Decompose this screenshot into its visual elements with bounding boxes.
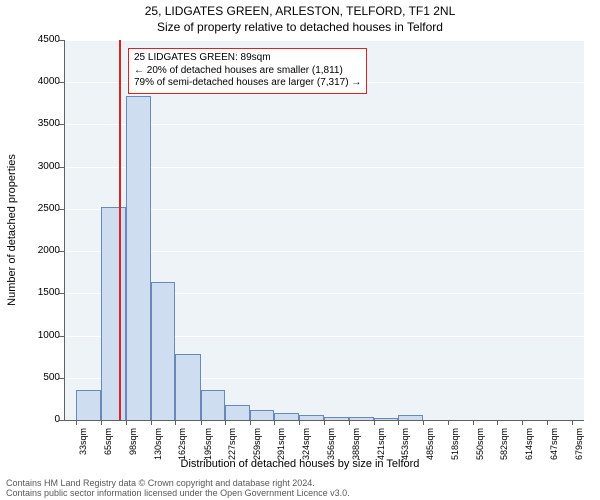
y-tick-mark (59, 40, 64, 41)
y-tick-mark (59, 82, 64, 83)
y-tick-mark (59, 336, 64, 337)
x-tick-mark (473, 420, 474, 425)
x-tick-mark (497, 420, 498, 425)
y-tick-label: 1500 (28, 287, 60, 298)
x-tick-label: 388sqm (351, 428, 361, 468)
x-tick-mark (349, 420, 350, 425)
histogram-bar (76, 390, 101, 420)
x-tick-label: 485sqm (425, 428, 435, 468)
x-tick-label: 33sqm (78, 428, 88, 468)
x-tick-label: 65sqm (103, 428, 113, 468)
x-tick-label: 324sqm (301, 428, 311, 468)
plot-area: 25 LIDGATES GREEN: 89sqm ← 20% of detach… (64, 40, 584, 420)
annotation-line1: 25 LIDGATES GREEN: 89sqm (134, 52, 361, 65)
x-tick-mark (225, 420, 226, 425)
annotation-box: 25 LIDGATES GREEN: 89sqm ← 20% of detach… (128, 48, 367, 94)
annotation-line2: ← 20% of detached houses are smaller (1,… (134, 65, 361, 78)
y-tick-label: 1000 (28, 330, 60, 341)
y-tick-label: 2000 (28, 245, 60, 256)
x-tick-label: 130sqm (153, 428, 163, 468)
y-tick-label: 3000 (28, 161, 60, 172)
y-tick-mark (59, 251, 64, 252)
y-axis-line (64, 40, 65, 420)
footer-line2: Contains public sector information licen… (6, 488, 350, 498)
y-tick-label: 0 (28, 414, 60, 425)
histogram-bar (201, 390, 226, 420)
x-tick-label: 582sqm (499, 428, 509, 468)
x-tick-mark (175, 420, 176, 425)
histogram-bar (175, 354, 200, 420)
x-tick-mark (250, 420, 251, 425)
x-tick-label: 550sqm (475, 428, 485, 468)
y-axis-label: Number of detached properties (6, 40, 24, 420)
x-tick-mark (448, 420, 449, 425)
x-tick-mark (126, 420, 127, 425)
y-tick-mark (59, 209, 64, 210)
x-tick-mark (423, 420, 424, 425)
footer-line1: Contains HM Land Registry data © Crown c… (6, 478, 350, 488)
y-tick-mark (59, 420, 64, 421)
histogram-bar (101, 207, 126, 420)
x-tick-label: 518sqm (450, 428, 460, 468)
x-tick-mark (101, 420, 102, 425)
x-tick-label: 259sqm (252, 428, 262, 468)
x-tick-mark (522, 420, 523, 425)
x-tick-label: 195sqm (203, 428, 213, 468)
footer-attribution: Contains HM Land Registry data © Crown c… (6, 478, 350, 498)
x-tick-mark (201, 420, 202, 425)
x-axis-label: Distribution of detached houses by size … (0, 458, 600, 470)
y-tick-mark (59, 378, 64, 379)
x-tick-label: 614sqm (524, 428, 534, 468)
x-tick-label: 453sqm (400, 428, 410, 468)
x-tick-mark (572, 420, 573, 425)
x-tick-mark (299, 420, 300, 425)
x-tick-label: 647sqm (549, 428, 559, 468)
y-tick-label: 4000 (28, 76, 60, 87)
histogram-bar (274, 413, 299, 420)
x-tick-mark (274, 420, 275, 425)
x-tick-mark (374, 420, 375, 425)
annotation-line3: 79% of semi-detached houses are larger (… (134, 77, 361, 90)
x-tick-mark (151, 420, 152, 425)
chart-subtitle: Size of property relative to detached ho… (0, 20, 600, 34)
y-tick-label: 3500 (28, 118, 60, 129)
x-tick-mark (76, 420, 77, 425)
x-tick-label: 98sqm (128, 428, 138, 468)
y-tick-mark (59, 167, 64, 168)
x-tick-mark (398, 420, 399, 425)
y-tick-label: 500 (28, 372, 60, 383)
property-marker-line (119, 40, 121, 420)
histogram-bar (225, 405, 250, 420)
histogram-bar (250, 410, 275, 420)
histogram-bar (126, 96, 151, 420)
y-tick-label: 4500 (28, 34, 60, 45)
x-tick-label: 679sqm (574, 428, 584, 468)
y-tick-label: 2500 (28, 203, 60, 214)
y-tick-mark (59, 124, 64, 125)
x-tick-label: 227sqm (227, 428, 237, 468)
x-tick-mark (324, 420, 325, 425)
x-tick-label: 421sqm (376, 428, 386, 468)
y-tick-mark (59, 293, 64, 294)
x-tick-label: 162sqm (177, 428, 187, 468)
histogram-bar (151, 282, 176, 420)
x-tick-label: 291sqm (276, 428, 286, 468)
chart-title-address: 25, LIDGATES GREEN, ARLESTON, TELFORD, T… (0, 4, 600, 18)
gridline (64, 40, 584, 41)
x-tick-mark (547, 420, 548, 425)
x-tick-label: 356sqm (326, 428, 336, 468)
